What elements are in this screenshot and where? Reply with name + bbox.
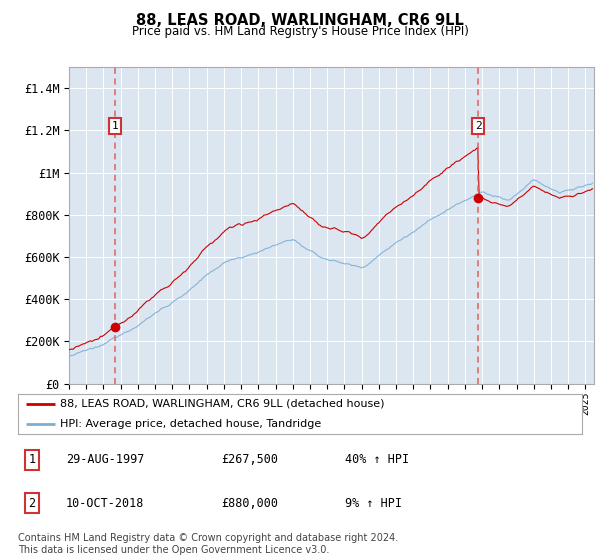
- Text: 10-OCT-2018: 10-OCT-2018: [66, 497, 145, 510]
- Text: HPI: Average price, detached house, Tandridge: HPI: Average price, detached house, Tand…: [60, 419, 322, 429]
- Text: £880,000: £880,000: [221, 497, 278, 510]
- Text: 2: 2: [29, 497, 35, 510]
- Text: 40% ↑ HPI: 40% ↑ HPI: [345, 454, 409, 466]
- Text: £267,500: £267,500: [221, 454, 278, 466]
- Text: 9% ↑ HPI: 9% ↑ HPI: [345, 497, 402, 510]
- Text: 1: 1: [29, 454, 35, 466]
- Text: 29-AUG-1997: 29-AUG-1997: [66, 454, 145, 466]
- Text: Price paid vs. HM Land Registry's House Price Index (HPI): Price paid vs. HM Land Registry's House …: [131, 25, 469, 39]
- Text: 88, LEAS ROAD, WARLINGHAM, CR6 9LL (detached house): 88, LEAS ROAD, WARLINGHAM, CR6 9LL (deta…: [60, 399, 385, 409]
- Text: 88, LEAS ROAD, WARLINGHAM, CR6 9LL: 88, LEAS ROAD, WARLINGHAM, CR6 9LL: [136, 13, 464, 28]
- Text: 2: 2: [475, 122, 482, 131]
- Text: 1: 1: [112, 122, 118, 131]
- Text: Contains HM Land Registry data © Crown copyright and database right 2024.
This d: Contains HM Land Registry data © Crown c…: [18, 533, 398, 555]
